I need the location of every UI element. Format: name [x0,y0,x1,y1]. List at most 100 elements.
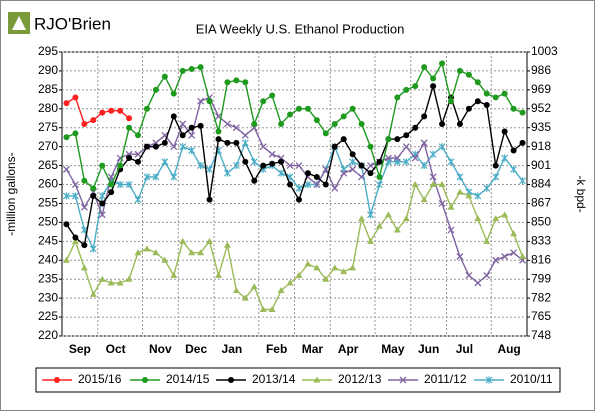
logo-icon [8,12,30,34]
y2-tick-label: 816 [531,252,551,266]
x-tick-label: Jan [222,342,243,356]
y-axis-label: -million gallons- [4,152,18,235]
point [125,275,133,282]
y-tick-label: 255 [38,196,58,210]
y2-tick-label: 884 [531,177,551,191]
point [295,184,303,192]
point [358,173,366,181]
point [134,249,142,256]
point [63,134,70,141]
point [90,117,97,124]
point [474,79,481,86]
point [143,245,151,252]
point [483,102,490,109]
point [412,124,419,131]
y2-tick-label: 850 [531,215,551,229]
series-line [65,182,524,311]
point [134,196,142,204]
point [108,107,115,114]
chart-title: EIA Weekly U.S. Ethanol Production [196,21,405,36]
point [465,105,472,112]
point [241,139,249,147]
y-tick-label: 265 [38,158,58,172]
point [394,136,401,143]
y-tick-label: 290 [38,63,58,77]
point [134,150,142,158]
point [108,189,115,196]
point [430,75,437,82]
point [313,264,321,271]
point [287,181,294,188]
point [224,169,231,177]
point [465,192,473,199]
point [99,162,106,169]
legend-label: 2014/15 [166,372,210,386]
point [402,158,410,166]
point [456,120,463,127]
point [224,79,231,86]
point [367,162,374,170]
point [349,264,357,271]
point [447,226,455,234]
point [411,181,419,188]
point [519,252,527,259]
point [439,120,446,127]
legend-label: 2012/13 [338,372,382,386]
point [501,90,508,97]
point [510,230,518,237]
point [510,105,517,112]
point [268,305,276,312]
point [501,253,509,260]
legend-marker [142,377,148,383]
point [304,105,311,112]
point [179,120,187,128]
y2-tick-label: 799 [531,271,551,285]
point [403,132,410,139]
point [241,294,249,301]
point [197,122,204,129]
y2-tick-label: 748 [531,328,551,342]
point [232,287,240,294]
point [492,94,499,101]
y-tick-label: 280 [38,101,58,115]
point [260,162,267,169]
point [349,165,357,173]
point [438,143,446,151]
point [170,271,178,278]
point [313,173,320,180]
series [63,94,133,127]
point [161,256,169,263]
point [242,158,249,165]
series-line [66,61,523,190]
point [242,79,249,86]
point [197,97,205,105]
point [501,128,508,135]
point [492,173,500,181]
point [72,234,79,241]
legend-label: 2011/12 [424,372,467,386]
point [322,165,330,173]
point [456,188,464,195]
point [63,192,70,200]
point [384,211,392,218]
point [188,66,195,73]
point [358,215,366,222]
point [438,200,446,207]
point [313,181,321,188]
point [206,165,213,173]
y-tick-label: 245 [38,234,58,248]
point [269,160,276,167]
y-tick-label: 220 [38,328,58,342]
logo-text: RJO'Brien [34,14,111,33]
point [349,105,356,112]
series-line [66,141,524,252]
point [98,192,106,200]
point [421,64,428,71]
y-tick-label: 250 [38,215,58,229]
point [206,98,213,105]
point [170,173,178,181]
point [447,203,455,210]
point [331,120,338,127]
point [474,215,482,222]
point [260,98,267,105]
